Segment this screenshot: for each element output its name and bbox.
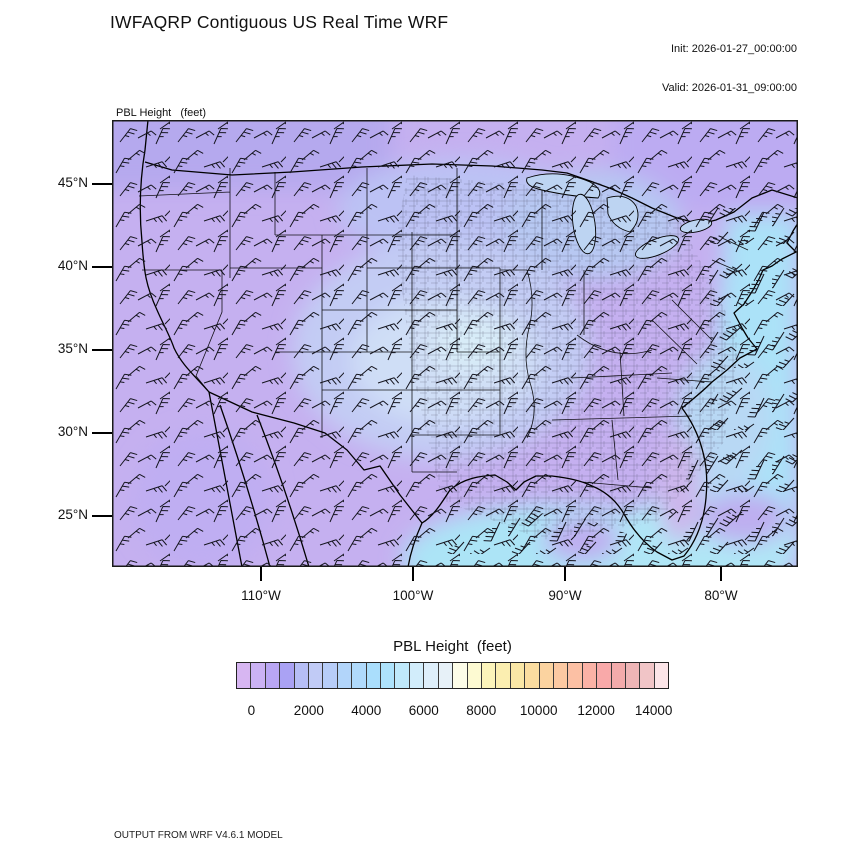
shaded-field-label: PBL Height (feet) [116, 107, 207, 119]
footer-line1: OUTPUT FROM WRF V4.6.1 MODEL [114, 830, 283, 841]
colorbar-cell [525, 663, 540, 688]
colorbar-cell [337, 663, 353, 688]
colorbar-cell [251, 663, 266, 688]
colorbar-cell [395, 663, 410, 688]
lon-tick-mark [564, 567, 566, 581]
colorbar-cell [640, 663, 655, 688]
colorbar-cell [352, 663, 367, 688]
lon-tick-label: 110°W [241, 588, 281, 603]
colorbar-cell [309, 663, 324, 688]
colorbar-cell [510, 663, 526, 688]
colorbar-cell [438, 663, 454, 688]
colorbar-cell [496, 663, 511, 688]
colorbar-cell [625, 663, 641, 688]
plot-title: IWFAQRP Contiguous US Real Time WRF [110, 12, 449, 32]
colorbar-cell [467, 663, 482, 688]
lat-tick-mark [92, 266, 112, 268]
colorbar-cell [568, 663, 583, 688]
lat-tick-label: 35°N [57, 341, 88, 356]
lat-tick-label: 40°N [57, 258, 88, 273]
colorbar-tick-label: 10000 [519, 703, 558, 718]
model-config-footer: OUTPUT FROM WRF V4.6.1 MODEL WE = 580 ; … [114, 806, 507, 850]
lat-tick-mark [92, 515, 112, 517]
lon-tick-mark [412, 567, 414, 581]
lat-tick-mark [92, 183, 112, 185]
colorbar-tick-label: 4000 [351, 703, 382, 718]
colorbar-cell [280, 663, 295, 688]
lon-tick-mark [720, 567, 722, 581]
init-time-label: Init: 2026-01-27_00:00:00 [671, 43, 797, 55]
lat-tick-mark [92, 349, 112, 351]
colorbar-tick-label: 14000 [634, 703, 673, 718]
colorbar-tick-label: 2000 [293, 703, 324, 718]
colorbar-cell [539, 663, 554, 688]
colorbar-cell [582, 663, 598, 688]
map-border [112, 120, 798, 567]
valid-time-label: Valid: 2026-01-31_09:00:00 [662, 82, 797, 94]
colorbar-cell [654, 663, 669, 688]
colorbar-cell [265, 663, 281, 688]
lon-tick-label: 100°W [392, 588, 434, 603]
colorbar-cell [611, 663, 626, 688]
colorbar-tick-label: 0 [247, 703, 256, 718]
lat-tick-label: 30°N [57, 424, 88, 439]
colorbar-cell [294, 663, 310, 688]
colorbar-cell [366, 663, 382, 688]
lon-tick-label: 90°W [548, 588, 582, 603]
colorbar-cell [323, 663, 338, 688]
colorbar-cell [409, 663, 425, 688]
run-times: Init: 2026-01-27_00:00:00 Valid: 2026-01… [662, 17, 797, 121]
colorbar [236, 662, 669, 689]
colorbar-tick-label: 6000 [408, 703, 439, 718]
colorbar-cell [237, 663, 252, 688]
colorbar-title: PBL Height (feet) [393, 638, 512, 655]
conus-map [112, 120, 798, 567]
lat-tick-mark [92, 432, 112, 434]
colorbar-cell [597, 663, 612, 688]
lat-tick-label: 45°N [57, 175, 88, 190]
colorbar-cell [453, 663, 468, 688]
colorbar-cell [381, 663, 396, 688]
lat-tick-label: 25°N [57, 507, 88, 522]
lon-tick-mark [260, 567, 262, 581]
lon-tick-label: 80°W [704, 588, 738, 603]
colorbar-cell [424, 663, 439, 688]
colorbar-tick-label: 8000 [466, 703, 497, 718]
colorbar-cell [481, 663, 497, 688]
colorbar-cell [553, 663, 569, 688]
colorbar-tick-label: 12000 [577, 703, 615, 718]
